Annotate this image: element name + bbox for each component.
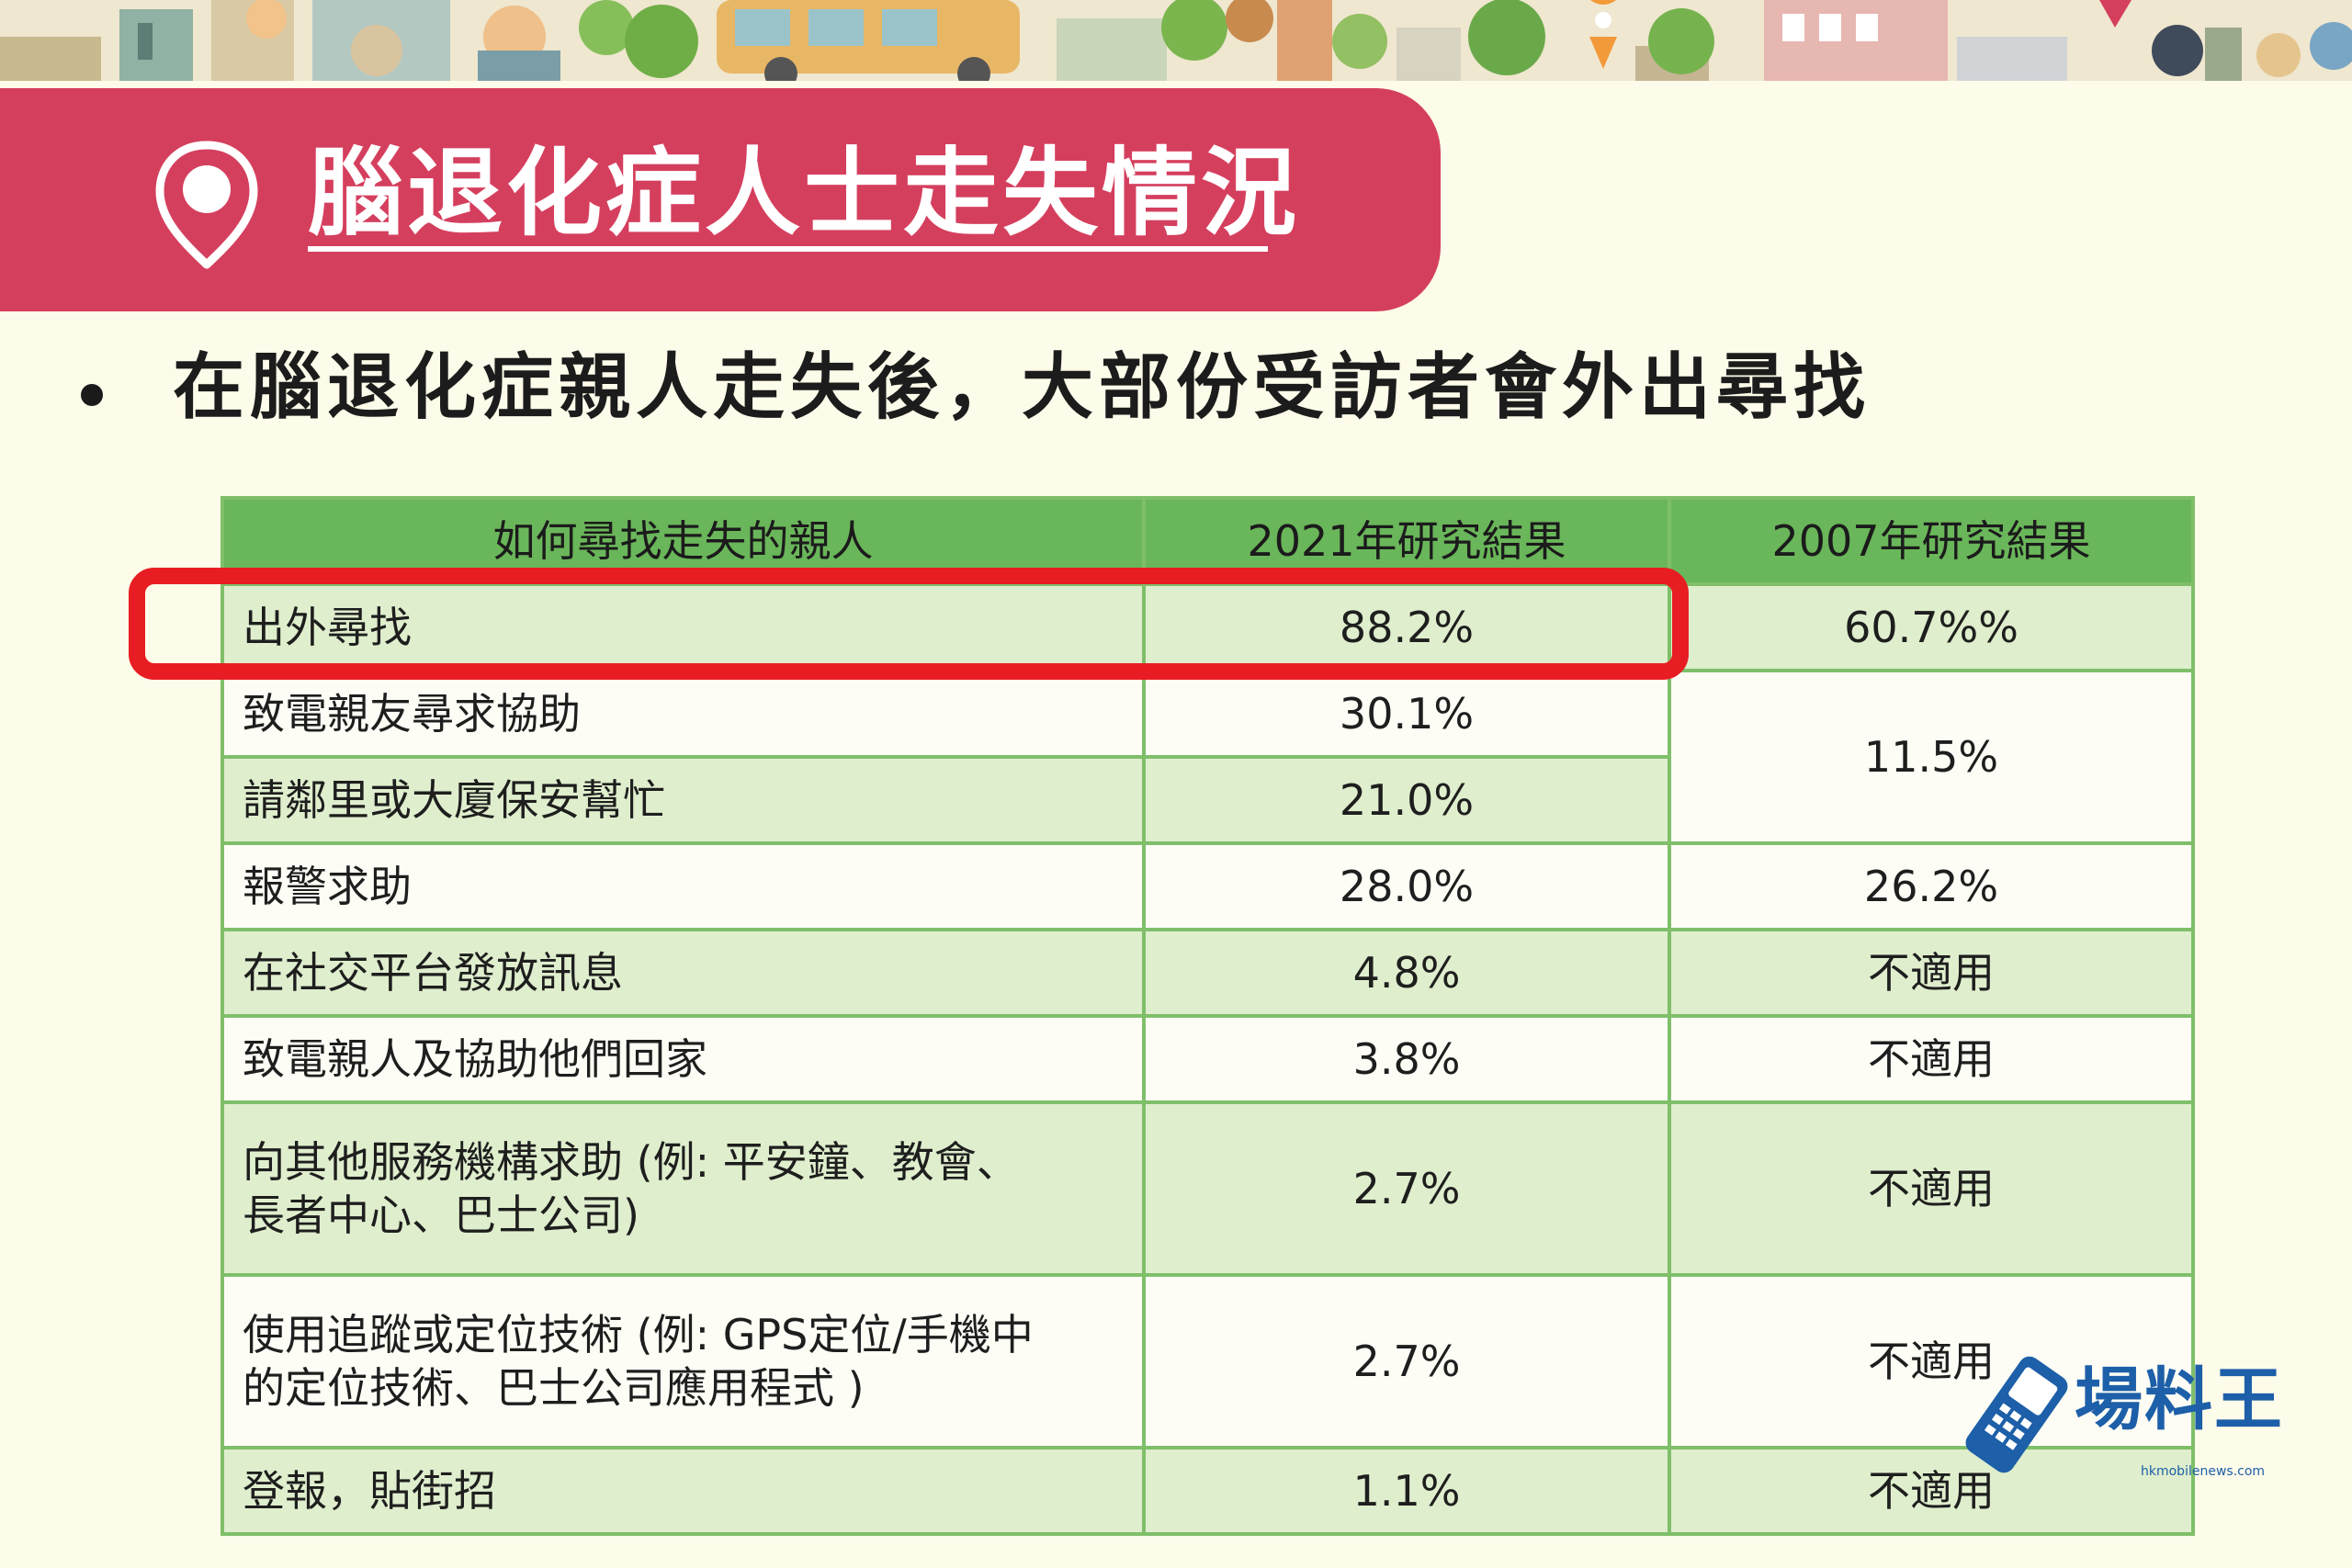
table-row: 出外尋找 88.2% 60.7%% [220, 582, 2195, 672]
row-2007-value: 60.7%% [1668, 582, 2195, 672]
table-row: 登報，貼街招 1.1% 不適用 [220, 1446, 2195, 1536]
row-2007-value: 26.2% [1668, 841, 2195, 931]
search-methods-table: 如何尋找走失的親人 2021年研究結果 2007年研究結果 出外尋找 88.2%… [220, 496, 2195, 1536]
row-label-line: 向其他服務機構求助 (例: 平安鐘、教會、 [243, 1137, 1019, 1187]
table-row: 致電親人及協助他們回家 3.8% 不適用 [220, 1014, 2195, 1104]
table-row: 報警求助 28.0% 26.2% [220, 841, 2195, 931]
street-scene-illustration [0, 0, 2352, 81]
table-row: 向其他服務機構求助 (例: 平安鐘、教會、 長者中心、巴士公司) 2.7% 不適… [220, 1100, 2195, 1277]
table-row: 請鄰里或大廈保安幫忙 21.0% [220, 755, 2193, 845]
row-2007-value: 不適用 [1668, 928, 2195, 1018]
watermark-url: hkmobilenews.com [2141, 1464, 2266, 1479]
row-2021-value: 28.0% [1142, 841, 1671, 931]
row-2021-value: 4.8% [1142, 928, 1671, 1018]
row-label: 向其他服務機構求助 (例: 平安鐘、教會、 長者中心、巴士公司) [220, 1100, 1146, 1277]
row-2021-value: 21.0% [1142, 755, 1671, 845]
row-label: 登報，貼街招 [220, 1446, 1146, 1536]
row-label: 在社交平台發放訊息 [220, 928, 1146, 1018]
row-label: 致電親人及協助他們回家 [220, 1014, 1146, 1104]
slide-title: 腦退化症人士走失情況 [308, 137, 1301, 249]
row-2021-value: 1.1% [1142, 1446, 1671, 1536]
table-row: 在社交平台發放訊息 4.8% 不適用 [220, 928, 2195, 1018]
row-2021-value: 88.2% [1142, 582, 1671, 672]
row-label: 報警求助 [220, 841, 1146, 931]
row-2021-value: 3.8% [1142, 1014, 1671, 1104]
title-underline [308, 246, 1268, 252]
row-2021-value: 2.7% [1142, 1100, 1671, 1277]
row-label-line: 長者中心、巴士公司) [243, 1190, 639, 1240]
watermark-brand: 場料王 [2075, 1360, 2284, 1439]
bullet-text: 在腦退化症親人走失後，大部份受訪者會外出尋找 [173, 346, 1871, 429]
decorative-banner-illustration [0, 0, 2352, 81]
row-2007-value: 11.5% [1668, 669, 2195, 845]
table-row: 使用追蹤或定位技術 (例: GPS定位/手機中 的定位技術、巴士公司應用程式 )… [220, 1273, 2195, 1450]
highlight-box [129, 568, 1689, 680]
location-pin-icon [155, 141, 258, 269]
row-label-line: 的定位技術、巴士公司應用程式 ) [243, 1363, 865, 1413]
table-row: 致電親友尋求協助 30.1% 11.5% [220, 669, 2195, 845]
title-ribbon [0, 88, 1441, 311]
row-2007-value: 不適用 [1668, 1446, 2195, 1536]
row-2021-value: 30.1% [1142, 669, 1671, 759]
header-2007: 2007年研究結果 [1668, 496, 2195, 586]
bullet-dot [81, 384, 103, 406]
row-2007-value: 不適用 [1668, 1014, 2195, 1104]
row-label: 致電親友尋求協助 [220, 669, 1146, 759]
row-label: 請鄰里或大廈保安幫忙 [220, 755, 1146, 845]
mobile-phone-logo-icon [1965, 1356, 2068, 1473]
row-2021-value: 2.7% [1142, 1273, 1671, 1450]
row-2007-value: 不適用 [1668, 1273, 2195, 1450]
row-2007-value: 不適用 [1668, 1100, 2195, 1277]
watermark: 場料王 hkmobilenews.com [1957, 1350, 2288, 1497]
row-label-line: 使用追蹤或定位技術 (例: GPS定位/手機中 [243, 1310, 1034, 1359]
row-label: 出外尋找 [220, 582, 1146, 672]
row-label: 使用追蹤或定位技術 (例: GPS定位/手機中 的定位技術、巴士公司應用程式 ) [220, 1273, 1146, 1450]
